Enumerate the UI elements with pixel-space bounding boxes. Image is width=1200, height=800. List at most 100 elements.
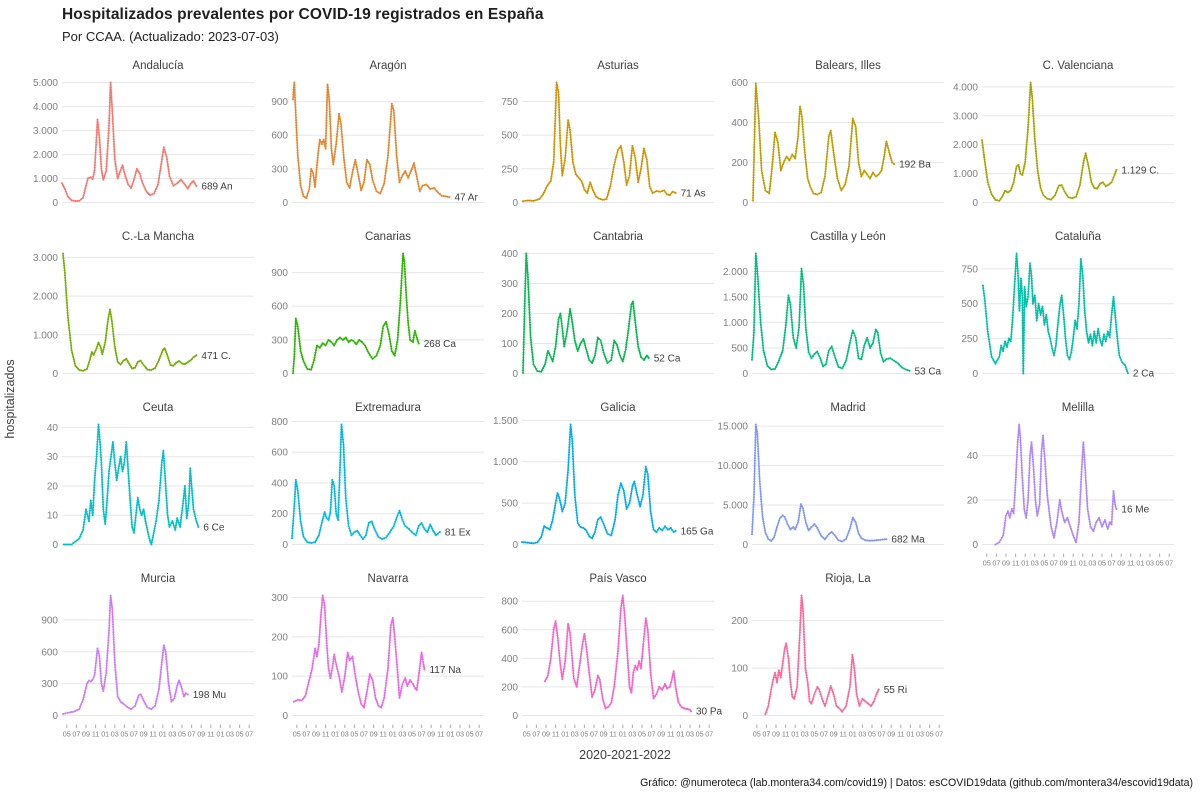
series (290, 423, 441, 545)
svg-text:900: 900 (41, 615, 58, 626)
facet-title: Asturias (597, 60, 639, 72)
facet-melilla: Melilla 0 20 40 16 Me 05 07 09 11 01 03 05 07 09 11 01 0… (952, 398, 1182, 569)
facet-castilla-y-le-n: Castilla y León 0 500 1.000 1.500 2.000 53 Ca (722, 227, 952, 398)
svg-text:09: 09 (1117, 559, 1125, 568)
end-value-label: 47 Ar (454, 193, 478, 204)
facet-balears-illes: Balears, Illes 0 200 400 600 192 Ba (722, 56, 952, 227)
svg-text:40: 40 (967, 451, 979, 462)
svg-text:100: 100 (501, 339, 518, 350)
series (750, 252, 911, 372)
series (60, 81, 198, 203)
chart-header: Hospitalizados prevalentes por COVID-19 … (62, 6, 544, 44)
svg-text:4.000: 4.000 (953, 82, 978, 93)
svg-text:0: 0 (972, 198, 978, 209)
svg-text:750: 750 (961, 264, 978, 275)
end-value-label: 30 Pa (696, 707, 723, 718)
end-value-label: 53 Ca (914, 366, 941, 377)
svg-text:0: 0 (742, 540, 748, 551)
page-subtitle: Por CCAA. (Actualizado: 2023-07-03) (62, 29, 279, 44)
y-axis: 0 200 400 600 (731, 78, 944, 209)
facet-c-valenciana: C. Valenciana 0 1.000 2.000 3.000 4.000 1.129 … (952, 56, 1182, 227)
facet-asturias: Asturias 0 250 500 750 71 As (492, 56, 722, 227)
end-value-label: 268 Ca (424, 339, 457, 350)
facet-rioja-la: Rioja, La 0 100 200 55 Ri 05 07 09 11 01 03 05 07 09 1… (722, 569, 952, 740)
series (764, 594, 880, 716)
facet-title: Andalucía (132, 60, 184, 72)
facet-title: Melilla (1062, 402, 1095, 414)
svg-text:1.000: 1.000 (493, 457, 518, 468)
svg-text:01: 01 (1136, 559, 1144, 568)
end-value-label: 6 Ce (203, 522, 225, 533)
svg-text:750: 750 (501, 97, 518, 108)
svg-text:1.000: 1.000 (33, 174, 58, 185)
svg-text:200: 200 (731, 158, 748, 169)
facet-ceuta: Ceuta 0 10 20 30 40 6 Ce (32, 398, 262, 569)
svg-text:10.000: 10.000 (717, 461, 748, 472)
svg-text:4.000: 4.000 (33, 102, 58, 113)
svg-text:300: 300 (271, 335, 288, 346)
series (61, 252, 198, 372)
svg-text:800: 800 (271, 417, 288, 428)
y-axis: 0 5.000 10.000 15.000 (717, 422, 944, 551)
facet-c-la-mancha: C.-La Mancha 0 1.000 2.000 3.000 471 C. (32, 227, 262, 398)
y-axis: 0 1.000 2.000 3.000 4.000 (953, 82, 1174, 209)
facet-title: Madrid (830, 402, 865, 414)
svg-text:09: 09 (1060, 559, 1068, 568)
svg-text:1.500: 1.500 (723, 292, 748, 303)
end-value-label: 471 C. (201, 351, 230, 362)
series (751, 82, 896, 202)
svg-text:500: 500 (731, 343, 748, 354)
facet-andaluc-a: Andalucía 0 1.000 2.000 3.000 4.000 5.000 689 A… (32, 56, 262, 227)
svg-text:1.000: 1.000 (723, 318, 748, 329)
facet-chart: Extremadura 0 200 400 600 800 81 Ex (271, 402, 484, 551)
svg-text:600: 600 (731, 78, 748, 89)
y-axis: 0 1.000 2.000 3.000 4.000 5.000 (33, 78, 254, 209)
svg-text:03: 03 (1088, 559, 1096, 568)
end-value-label: 192 Ba (899, 160, 931, 171)
svg-text:1.000: 1.000 (33, 330, 58, 341)
svg-text:250: 250 (961, 334, 978, 345)
svg-text:250: 250 (501, 164, 518, 175)
series (520, 423, 677, 545)
series (521, 252, 650, 374)
facet-extremadura: Extremadura 0 200 400 600 800 81 Ex (262, 398, 492, 569)
end-value-label: 682 Ma (891, 535, 925, 546)
series (543, 594, 693, 713)
svg-text:05: 05 (1156, 559, 1164, 568)
svg-text:3.000: 3.000 (33, 126, 58, 137)
end-value-label: 71 As (681, 188, 706, 199)
facet-title: C.-La Mancha (122, 231, 195, 243)
y-axis: 0 250 500 750 (501, 97, 714, 209)
svg-text:11: 11 (1127, 559, 1134, 568)
end-value-label: 52 Ca (654, 353, 681, 364)
series (61, 594, 189, 715)
svg-text:2.000: 2.000 (953, 140, 978, 151)
x-axis: 05 07 09 11 01 03 05 07 09 11 01 03 05 07 09 11 01 03 05 07 (753, 724, 943, 739)
series (981, 252, 1129, 375)
facet-chart: Asturias 0 250 500 750 71 As (501, 60, 714, 209)
svg-text:0: 0 (512, 198, 518, 209)
facet-title: Galicia (600, 402, 636, 414)
facet-cantabria: Cantabria 0 100 200 300 400 52 Ca (492, 227, 722, 398)
svg-text:900: 900 (271, 268, 288, 279)
x-axis: 05 07 09 11 01 03 05 07 09 11 01 03 05 07 09 11 01 03 05 07 (63, 724, 253, 739)
facet-chart: Castilla y León 0 500 1.000 1.500 2.000 53 Ca (723, 231, 944, 380)
svg-text:300: 300 (271, 164, 288, 175)
svg-text:20: 20 (967, 496, 979, 507)
y-axis: 0 1.000 2.000 3.000 (33, 253, 254, 380)
svg-text:10: 10 (47, 511, 59, 522)
svg-text:07: 07 (992, 559, 1000, 568)
facet-title: Castilla y León (810, 231, 885, 243)
end-value-label: 1.129 C. (1121, 165, 1159, 176)
facet-chart: Andalucía 0 1.000 2.000 3.000 4.000 5.000 689 A… (33, 60, 254, 209)
svg-text:400: 400 (731, 118, 748, 129)
svg-text:01: 01 (1079, 559, 1087, 568)
facet-chart: Madrid 0 5.000 10.000 15.000 682 Ma (717, 402, 944, 551)
svg-text:0: 0 (282, 369, 288, 380)
